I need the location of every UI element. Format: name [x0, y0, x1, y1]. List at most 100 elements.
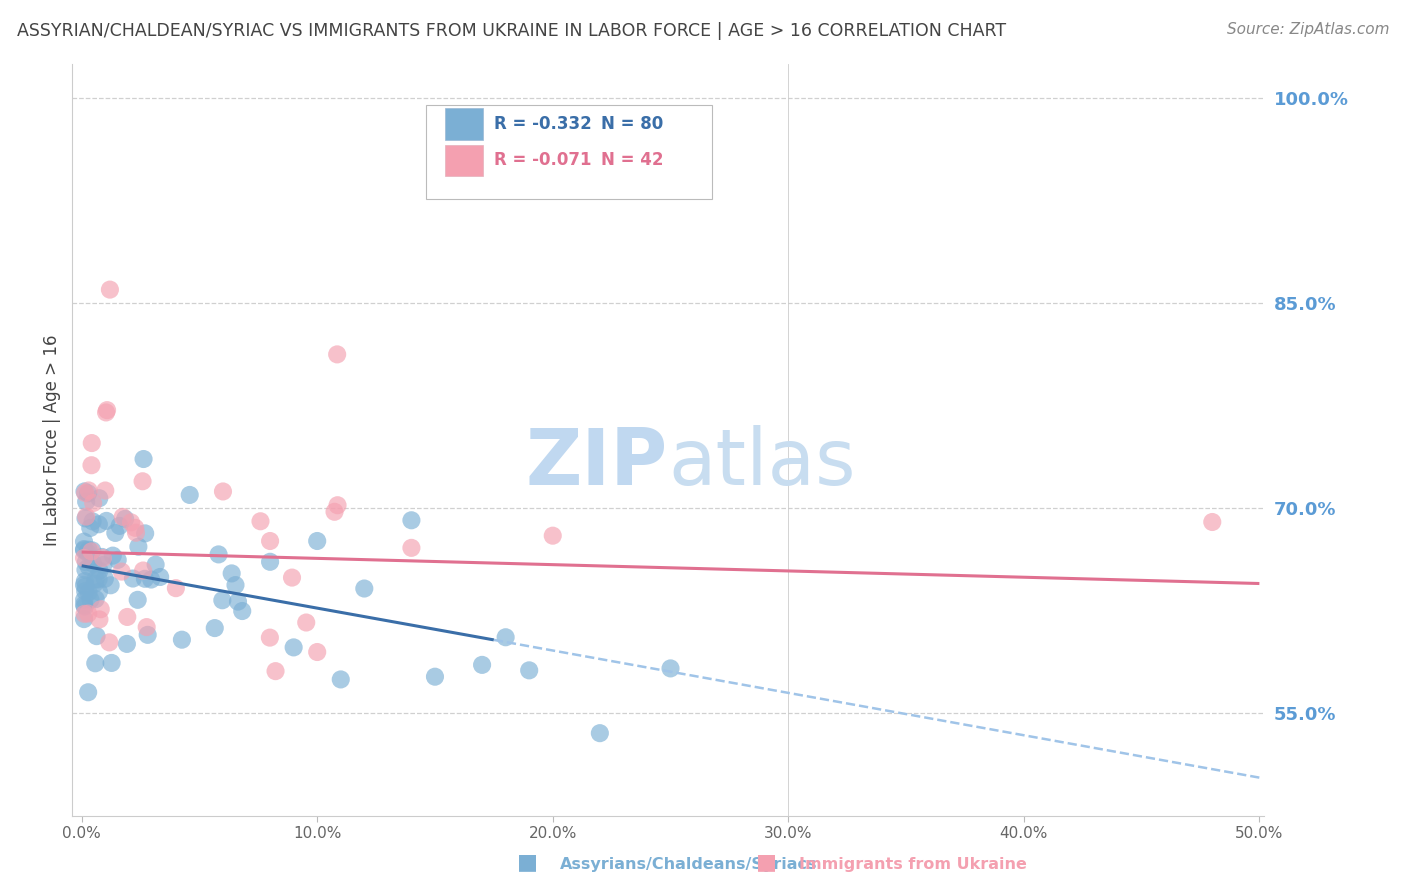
Point — [93, 558, 115, 572]
Point — [89, 612, 111, 626]
Point — [295, 615, 318, 630]
Text: R = -0.332: R = -0.332 — [494, 115, 592, 133]
Point — [249, 514, 271, 528]
Point — [96, 514, 118, 528]
Point — [77, 542, 100, 557]
Point — [101, 549, 124, 563]
Text: Immigrants from Ukraine: Immigrants from Ukraine — [799, 857, 1026, 872]
Point — [132, 564, 155, 578]
FancyBboxPatch shape — [446, 109, 484, 140]
Point — [179, 488, 201, 502]
Point — [79, 521, 101, 535]
Point — [80, 544, 103, 558]
Point — [77, 486, 100, 500]
Point — [82, 543, 104, 558]
Point — [541, 529, 564, 543]
Point — [87, 572, 110, 586]
Point — [73, 543, 96, 558]
Point — [204, 621, 226, 635]
Text: ■: ■ — [517, 853, 537, 872]
Point — [82, 557, 104, 571]
Point — [79, 592, 101, 607]
Point — [104, 525, 127, 540]
Point — [73, 534, 96, 549]
FancyBboxPatch shape — [426, 105, 713, 200]
Point — [589, 726, 612, 740]
Point — [75, 486, 97, 500]
Point — [122, 572, 145, 586]
Point — [259, 631, 281, 645]
Point — [75, 563, 97, 577]
Point — [111, 509, 134, 524]
Point — [73, 598, 96, 612]
Point — [212, 484, 235, 499]
Point — [91, 551, 114, 566]
Point — [73, 578, 96, 592]
Point — [127, 592, 149, 607]
Point — [100, 578, 122, 592]
Point — [100, 656, 122, 670]
Point — [75, 584, 97, 599]
Point — [98, 283, 121, 297]
Point — [132, 452, 155, 467]
Point — [207, 548, 229, 562]
Point — [149, 570, 172, 584]
Text: ZIP: ZIP — [526, 425, 668, 500]
Point — [401, 541, 423, 555]
Point — [77, 685, 100, 699]
Point — [221, 566, 243, 581]
Point — [471, 657, 494, 672]
Point — [517, 664, 540, 678]
Point — [111, 565, 134, 579]
Point — [329, 673, 352, 687]
Point — [73, 542, 96, 557]
Text: atlas: atlas — [668, 425, 856, 500]
Point — [73, 612, 96, 626]
Point — [211, 593, 233, 607]
Point — [77, 483, 100, 498]
Point — [94, 483, 117, 498]
Point — [107, 553, 129, 567]
Point — [77, 559, 100, 574]
Point — [115, 637, 138, 651]
Point — [77, 607, 100, 621]
Point — [307, 534, 329, 549]
Point — [84, 657, 107, 671]
Point — [73, 574, 96, 588]
Point — [73, 592, 96, 607]
Point — [127, 540, 149, 554]
Point — [117, 610, 139, 624]
Point — [80, 436, 103, 450]
Point — [73, 599, 96, 614]
Point — [75, 555, 97, 569]
Point — [226, 594, 249, 608]
Point — [91, 549, 114, 564]
Point — [134, 572, 156, 586]
Point — [83, 576, 105, 591]
Point — [134, 526, 156, 541]
Point — [136, 628, 159, 642]
Point — [145, 558, 167, 572]
Point — [1201, 515, 1223, 529]
Point — [87, 584, 110, 599]
Point — [283, 640, 305, 655]
Point — [165, 581, 187, 595]
Text: ■: ■ — [756, 853, 776, 872]
Point — [307, 645, 329, 659]
Point — [76, 545, 98, 559]
Point — [264, 664, 287, 678]
Point — [281, 571, 304, 585]
Point — [82, 514, 104, 528]
Point — [86, 629, 108, 643]
Point — [353, 582, 375, 596]
Point — [659, 661, 682, 675]
Text: Assyrians/Chaldeans/Syriacs: Assyrians/Chaldeans/Syriacs — [560, 857, 817, 872]
Text: ASSYRIAN/CHALDEAN/SYRIAC VS IMMIGRANTS FROM UKRAINE IN LABOR FORCE | AGE > 16 CO: ASSYRIAN/CHALDEAN/SYRIAC VS IMMIGRANTS F… — [17, 22, 1007, 40]
Point — [98, 635, 121, 649]
Text: N = 42: N = 42 — [602, 152, 664, 169]
Point — [73, 484, 96, 499]
Point — [326, 498, 349, 512]
Point — [87, 517, 110, 532]
Text: R = -0.071: R = -0.071 — [494, 152, 592, 169]
Point — [73, 607, 96, 621]
